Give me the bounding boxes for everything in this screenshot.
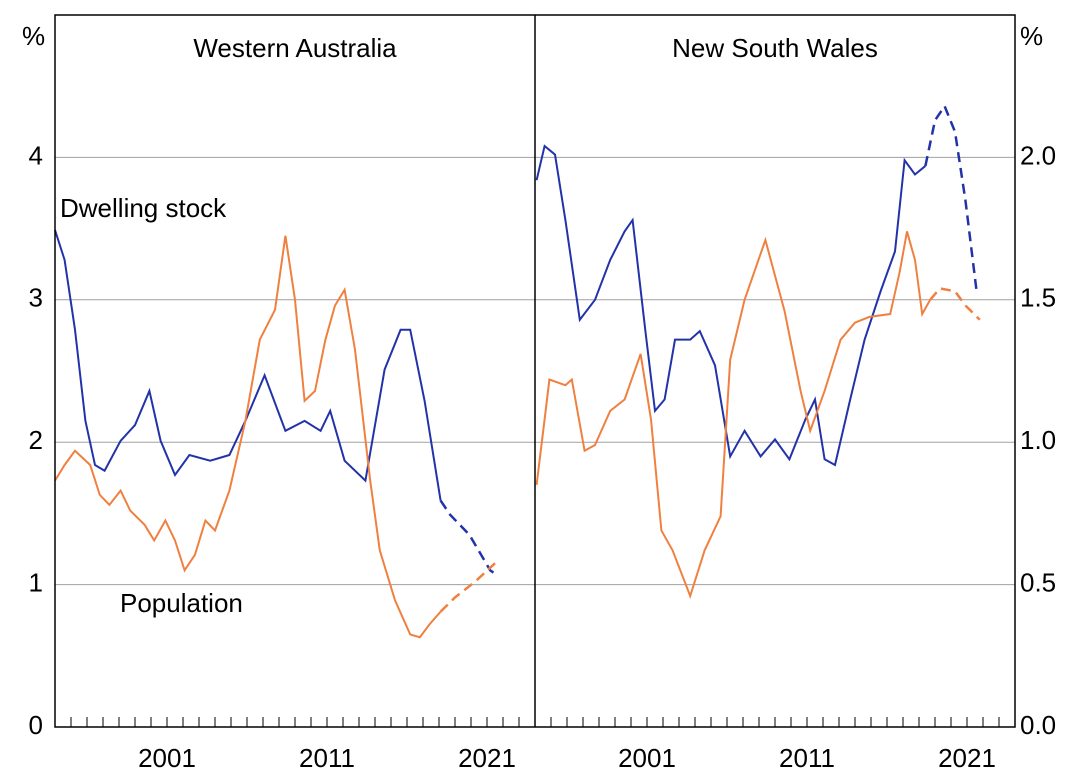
panel-title: New South Wales [672,33,878,63]
x-tick-label: 2021 [458,743,516,773]
y-axis-unit: % [22,21,45,51]
series-annotation: Population [120,588,243,618]
x-tick-label: 2011 [299,743,355,773]
series-annotation: Dwelling stock [60,193,227,223]
y-tick-label: 2.0 [1020,140,1056,170]
y-tick-label: 0.0 [1020,710,1056,740]
y-tick-label: 1 [29,567,43,597]
x-tick-label: 2021 [938,743,996,773]
y-tick-label: 1.0 [1020,425,1056,455]
forecast-series [924,103,978,292]
x-tick-label: 2001 [138,743,196,773]
forecast-series [929,287,981,321]
y-tick-label: 1.5 [1020,283,1056,313]
forecast-series [439,562,496,613]
y-tick-label: 4 [29,140,43,170]
y-tick-label: 0.5 [1020,567,1056,597]
y-tick-label: 0 [29,710,43,740]
x-tick-label: 2001 [618,743,676,773]
line-series [535,231,932,600]
line-series [535,144,927,467]
y-tick-label: 3 [29,283,43,313]
forecast-series [439,499,498,576]
panel-title: Western Australia [193,33,397,63]
line-series [54,229,442,501]
y-axis-unit: % [1020,21,1043,51]
y-tick-label: 2 [29,425,43,455]
x-tick-label: 2011 [779,743,835,773]
line-series [54,235,442,639]
